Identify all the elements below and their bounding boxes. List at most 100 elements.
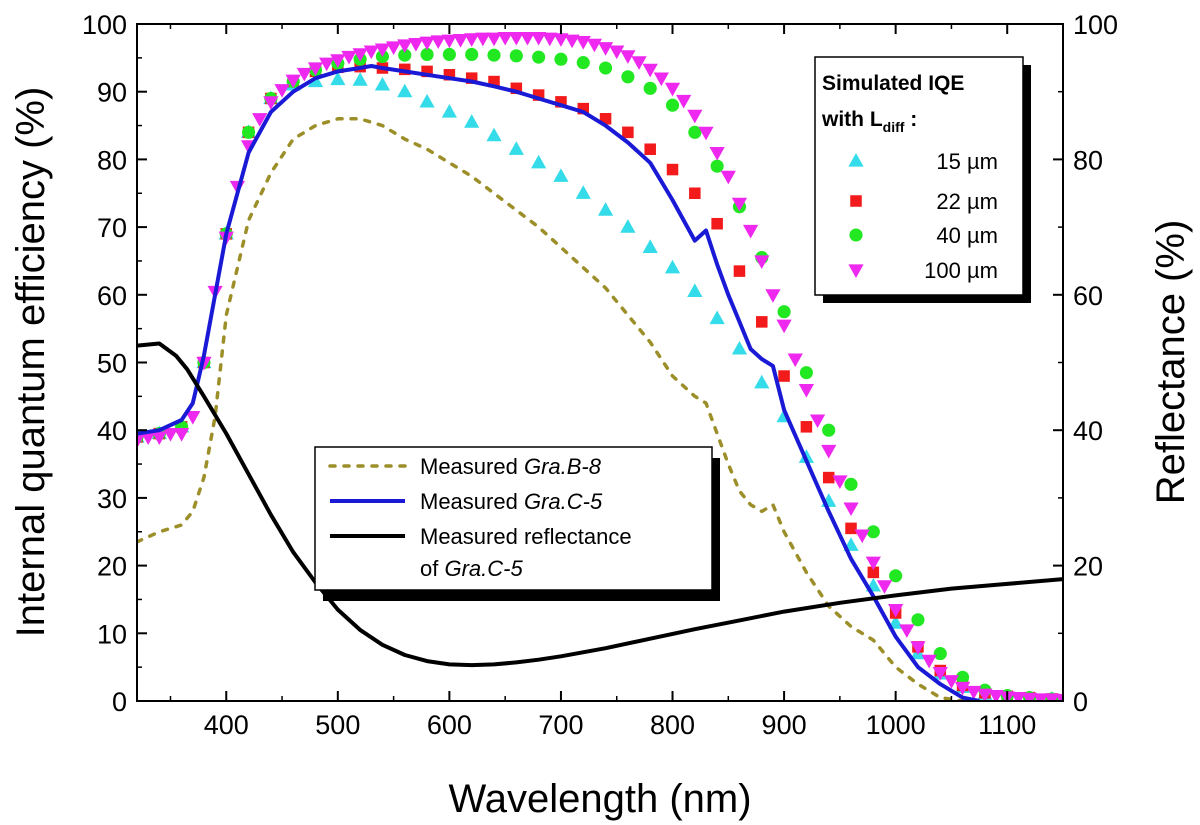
point-100-um (252, 113, 268, 127)
point-100-um (497, 31, 513, 46)
legend-markers-box (814, 56, 1024, 296)
point-40-um (398, 48, 412, 62)
point-100-um (319, 57, 335, 72)
legend-lines-box (314, 446, 713, 591)
point-22-um (398, 63, 411, 76)
legend-markers-title-colon: : (904, 108, 917, 131)
point-40-um (866, 525, 880, 539)
point-22-um (666, 163, 679, 176)
point-100-um (653, 72, 669, 87)
point-100-um (542, 32, 558, 47)
line-measured-gra-c-5 (137, 64, 980, 701)
point-100-um (341, 50, 357, 65)
legend-label-reflectance-of: of (420, 556, 444, 581)
x-tick-label: 1100 (978, 710, 1036, 740)
point-100-um (832, 475, 848, 489)
point-22-um (867, 566, 880, 579)
point-40-um (532, 50, 546, 64)
point-100-um (754, 255, 770, 269)
point-15-um (441, 104, 457, 118)
point-100-um (285, 74, 301, 89)
y-tick-label: 70 (97, 213, 127, 243)
point-100-um (386, 41, 402, 56)
point-22-um (778, 370, 790, 382)
y2-tick-label: 40 (1073, 416, 1103, 446)
point-40-um (465, 47, 479, 62)
y-tick-label: 20 (97, 552, 127, 582)
point-22-um (465, 72, 478, 84)
point-15-um (486, 127, 502, 142)
legend-label-22um: 22 µm (936, 189, 998, 214)
point-40-um (554, 52, 568, 66)
legend-marker-100um (848, 264, 864, 278)
point-100-um (642, 63, 658, 78)
point-100-um (631, 56, 647, 70)
point-100-um (932, 666, 948, 681)
x-tick-label: 1000 (866, 710, 926, 740)
point-22-um (443, 69, 456, 81)
point-40-um (710, 159, 724, 173)
point-100-um (519, 31, 536, 46)
y2-tick-label: 0 (1073, 687, 1088, 717)
point-100-um (620, 50, 636, 64)
legend-markers: Simulated IQE with Ldiff : 15 µm 22 µm 4… (814, 56, 1031, 303)
point-100-um (765, 289, 781, 303)
point-100-um (687, 109, 703, 124)
point-100-um (854, 529, 870, 544)
point-15-um (754, 374, 770, 389)
point-40-um (688, 125, 702, 139)
point-100-um (876, 580, 893, 594)
point-40-um (509, 49, 523, 63)
point-100-um (274, 84, 290, 98)
point-100-um (408, 38, 424, 52)
legend-marker-40um (849, 228, 863, 242)
point-40-um (487, 48, 501, 62)
point-100-um (586, 38, 603, 53)
legend-label-reflectance-italic: Gra.C-5 (444, 556, 523, 581)
point-100-um (921, 654, 937, 669)
point-100-um (943, 675, 960, 689)
legend-marker-shape-100-um (848, 264, 864, 278)
y-tick-label: 0 (112, 687, 127, 717)
point-100-um (553, 33, 569, 47)
legend-label-100um: 100 µm (924, 258, 998, 283)
point-100-um (731, 197, 748, 212)
ticks-layer: 400 500 600 700 800 900 1000 110001020304050607… (82, 10, 1118, 740)
point-100-um (597, 42, 614, 56)
legend-label-40um: 40 µm (936, 223, 998, 248)
legend-markers-title-with: with L (821, 108, 883, 131)
point-100-um (888, 604, 904, 618)
point-22-um (421, 65, 433, 78)
y2-tick-label: 80 (1073, 145, 1103, 175)
point-40-um (442, 47, 456, 62)
point-15-um (352, 72, 368, 86)
point-22-um (689, 187, 701, 200)
point-100-um (676, 94, 692, 109)
x-tick-label: 700 (538, 710, 583, 740)
point-22-um (599, 113, 612, 125)
legend-markers-title-sub: diff (883, 119, 905, 135)
point-15-um (687, 283, 703, 298)
point-40-um (643, 81, 657, 95)
point-15-um (419, 93, 435, 108)
point-100-um (575, 36, 591, 50)
point-100-um (977, 688, 993, 701)
point-15-um (731, 340, 748, 355)
y-axis-title: Internal quantum efficiency (%) (9, 87, 53, 638)
point-100-um (1010, 692, 1026, 701)
legend-marker-shape-40-um (849, 228, 863, 242)
point-15-um (553, 168, 569, 182)
legend-label-reflectance-line2: of Gra.C-5 (420, 556, 523, 581)
point-40-um (889, 569, 903, 583)
point-100-um (720, 170, 736, 185)
point-22-um (532, 89, 545, 101)
point-100-um (162, 427, 179, 442)
line-measured-reflectance-of-gra-c-5 (137, 341, 1063, 668)
x-tick-label: 500 (315, 710, 360, 740)
legend-label-15um: 15 µm (936, 149, 998, 174)
point-100-um (374, 43, 391, 58)
point-15-um (888, 615, 904, 629)
point-100-um (809, 414, 826, 429)
point-100-um (174, 427, 190, 442)
point-100-um (709, 147, 725, 161)
